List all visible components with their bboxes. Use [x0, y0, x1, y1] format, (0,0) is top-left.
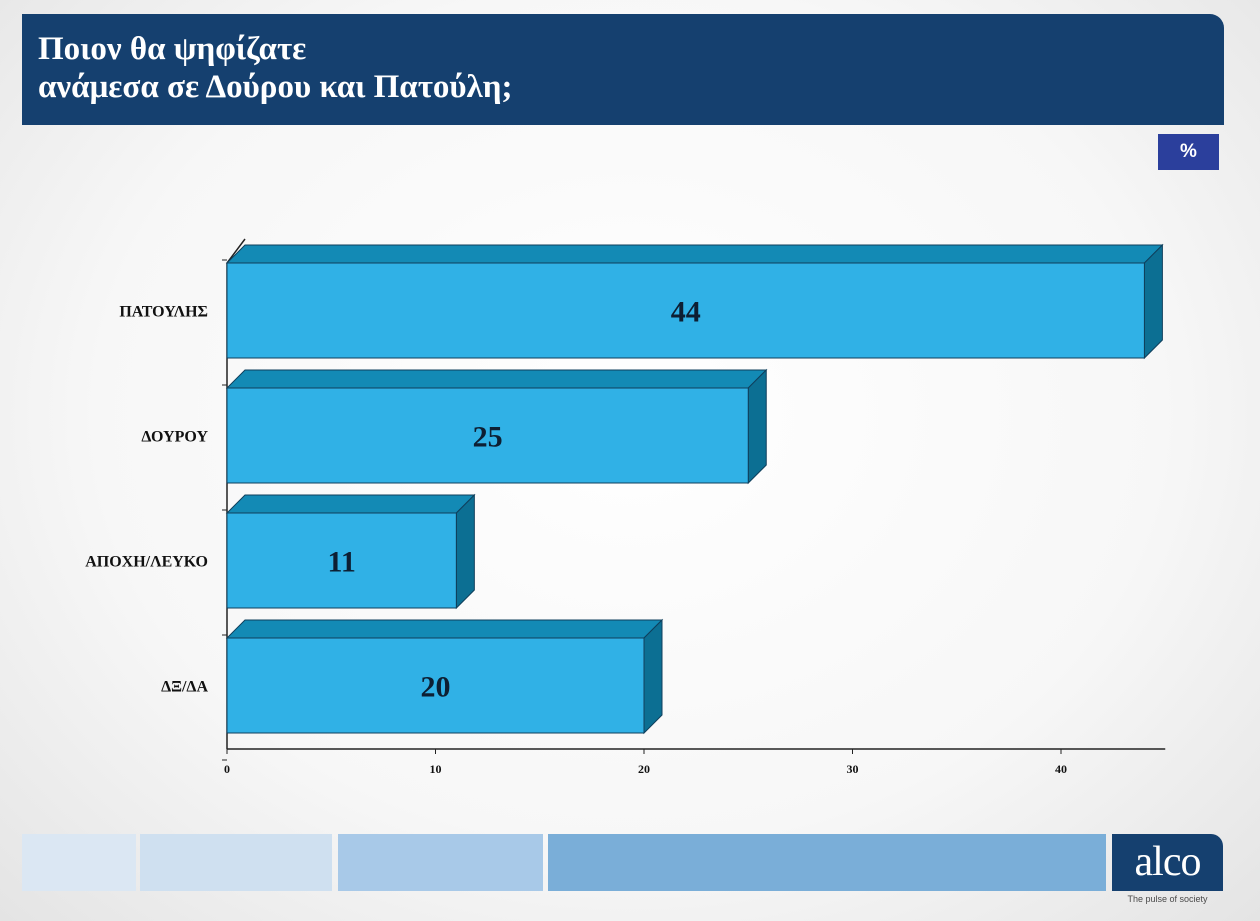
- x-tick-label: 10: [430, 762, 442, 776]
- bar-side-face: [455, 493, 475, 610]
- bar-value-label: 25: [473, 421, 503, 454]
- x-tick-label: 20: [638, 762, 650, 776]
- bar-side-face: [747, 368, 767, 485]
- x-tick-label: 40: [1055, 762, 1067, 776]
- logo-text: alco: [1134, 839, 1202, 885]
- bar-value-label: 44: [671, 296, 701, 329]
- bar-value-label: 20: [421, 671, 451, 704]
- category-label: ΔΞ/ΔΑ: [161, 679, 208, 696]
- bar-side-face: [643, 618, 663, 735]
- bar: [226, 637, 645, 734]
- bar-side-face: [1143, 243, 1163, 360]
- title-banner: Ποιον θα ψηφίζατε ανάμεσα σε Δούρου και …: [22, 14, 1224, 125]
- footer-band-3: [338, 834, 543, 891]
- title-line-1: Ποιον θα ψηφίζατε: [38, 31, 307, 67]
- category-label: ΠΑΤΟΥΛΗΣ: [119, 304, 208, 321]
- bar: [226, 262, 1145, 359]
- alco-logo: alco: [1112, 834, 1223, 891]
- title-line-2: ανάμεσα σε Δούρου και Πατούλη;: [38, 69, 513, 105]
- bar-value-label: 11: [327, 546, 355, 579]
- x-tick-label: 0: [224, 762, 230, 776]
- logo-tagline: The pulse of society: [1127, 894, 1208, 904]
- page-title: Ποιον θα ψηφίζατε ανάμεσα σε Δούρου και …: [38, 30, 512, 106]
- bar: [226, 387, 749, 484]
- footer-band-4: [548, 834, 1106, 891]
- bar-top-face: [225, 244, 1164, 264]
- unit-badge: %: [1158, 134, 1219, 170]
- footer-band-2: [140, 834, 332, 891]
- bar: [226, 512, 457, 609]
- bar-top-face: [225, 369, 768, 389]
- bar-top-face: [225, 494, 476, 514]
- category-label: ΑΠΟΧΗ/ΛΕΥΚΟ: [85, 554, 208, 571]
- bar-top-face: [225, 619, 664, 639]
- category-label: ΔΟΥΡΟΥ: [141, 429, 208, 446]
- footer-band-1: [22, 834, 136, 891]
- x-tick-label: 30: [847, 762, 859, 776]
